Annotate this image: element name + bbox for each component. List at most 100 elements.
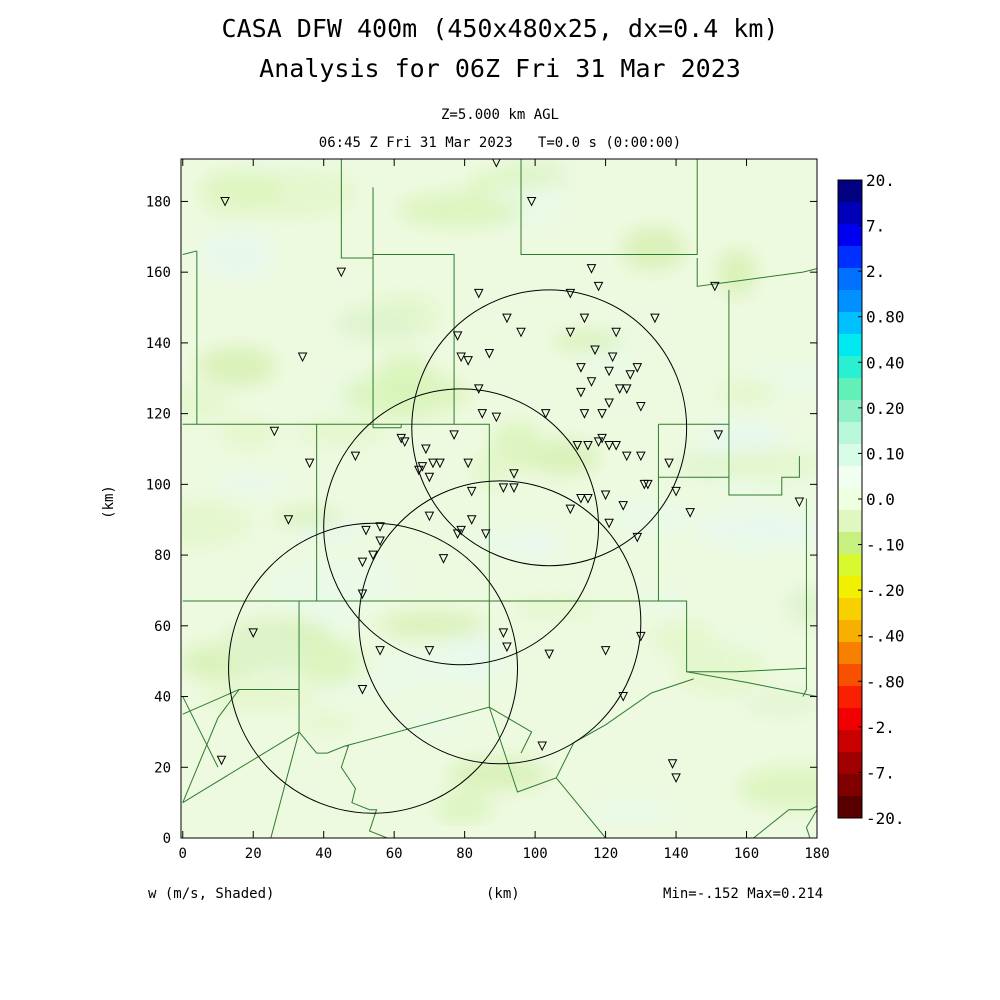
station-marker: [424, 472, 435, 483]
county-line: [658, 456, 800, 496]
county-line: [316, 187, 455, 425]
colorbar-label: 7.: [866, 217, 885, 236]
colorbar-segment: [838, 268, 862, 291]
y-tick-label: 80: [154, 548, 171, 564]
county-line: [454, 423, 490, 602]
station-marker: [667, 759, 678, 769]
station-marker: [643, 479, 653, 490]
station-marker: [216, 755, 227, 766]
x-tick-label: 140: [663, 846, 688, 862]
county-line: [182, 689, 240, 715]
station-marker: [600, 646, 611, 656]
county-line: [489, 706, 533, 754]
colorbar: 20. 7. 2. 0.80 0.40 0.20 0.10 0.0 -.10 -.20 -.40 -.…: [837, 171, 905, 828]
county-line: [805, 809, 817, 838]
station-marker: [625, 370, 636, 380]
y-axis-label: (km): [100, 485, 117, 519]
station-marker: [357, 684, 368, 695]
station-marker: [424, 646, 435, 656]
county-line: [316, 424, 659, 602]
station-marker: [417, 462, 428, 472]
station-marker: [593, 281, 604, 292]
y-tick-label: 20: [154, 760, 171, 776]
station-marker: [375, 536, 385, 547]
y-tick-label: 140: [146, 336, 171, 352]
x-tick-label: 60: [386, 846, 403, 862]
station-marker: [593, 437, 604, 448]
colorbar-segment: [838, 598, 862, 621]
station-marker: [361, 525, 371, 536]
station-marker: [664, 458, 674, 469]
y-tick-label: 160: [146, 265, 171, 281]
station-marker: [502, 313, 512, 324]
station-marker: [621, 384, 632, 394]
colorbar-segment: [838, 356, 862, 379]
station-marker: [650, 313, 660, 324]
colorbar-segment: [838, 752, 862, 775]
station-marker: [399, 437, 410, 448]
station-marker: [604, 398, 614, 409]
county-boundaries: [182, 159, 817, 838]
county-line: [182, 696, 219, 768]
station-marker: [565, 327, 576, 338]
station-marker: [604, 518, 614, 529]
station-marker: [473, 288, 484, 299]
colorbar-segment: [838, 422, 862, 445]
station-marker: [611, 440, 621, 451]
y-tick-label: 120: [146, 407, 171, 423]
station-marker: [498, 483, 509, 494]
station-marker: [516, 327, 526, 338]
station-marker: [368, 550, 378, 561]
station-marker: [456, 525, 466, 536]
colorbar-segment: [838, 532, 862, 555]
station-marker: [421, 444, 431, 455]
level-label: Z=5.000 km AGL: [440, 107, 559, 123]
station-marker: [509, 469, 519, 479]
station-marker: [269, 426, 280, 437]
county-line: [696, 258, 817, 287]
station-marker: [466, 515, 477, 525]
colorbar-segment: [838, 246, 862, 269]
station-marker: [636, 402, 646, 412]
x-tick-label: 0: [179, 846, 187, 862]
y-axis-label-wrap: (km): [100, 482, 126, 522]
station-marker: [713, 430, 724, 440]
x-tick-label: 160: [734, 846, 759, 862]
station-marker: [685, 508, 695, 518]
station-marker: [671, 773, 681, 783]
county-line: [686, 671, 817, 698]
y-tick-label: 180: [146, 194, 171, 210]
station-marker: [597, 433, 607, 444]
colorbar-label: -.80: [866, 672, 905, 691]
station-marker: [583, 440, 593, 451]
station-marker: [611, 327, 621, 338]
colorbar-segment: [838, 444, 862, 467]
colorbar-label: -20.: [866, 809, 905, 828]
chart-subtitle: Analysis for 06Z Fri 31 Mar 2023: [259, 54, 741, 83]
colorbar-label: 2.: [866, 262, 885, 281]
station-marker: [614, 384, 625, 394]
station-marker: [452, 331, 463, 341]
x-tick-label: 120: [593, 846, 618, 862]
station-marker: [632, 532, 643, 543]
station-marker: [375, 522, 385, 532]
x-tick-label: 180: [804, 846, 829, 862]
x-tick-label: 100: [522, 846, 547, 862]
station-marker: [540, 409, 551, 419]
station-marker: [526, 196, 537, 207]
station-marker: [586, 264, 597, 274]
chart-title: CASA DFW 400m (450x480x25, dx=0.4 km): [221, 14, 779, 43]
colorbar-segment: [838, 202, 862, 225]
station-marker: [491, 412, 502, 423]
county-line: [340, 159, 374, 259]
colorbar-segment: [838, 686, 862, 709]
county-line: [372, 254, 402, 429]
station-marker: [618, 692, 629, 702]
station-marker: [456, 352, 466, 363]
colorbar-segment: [838, 620, 862, 643]
radar-range-ring: [358, 480, 642, 765]
station-marker: [283, 515, 294, 525]
station-marker: [435, 458, 445, 469]
x-tick-label: 20: [245, 846, 262, 862]
